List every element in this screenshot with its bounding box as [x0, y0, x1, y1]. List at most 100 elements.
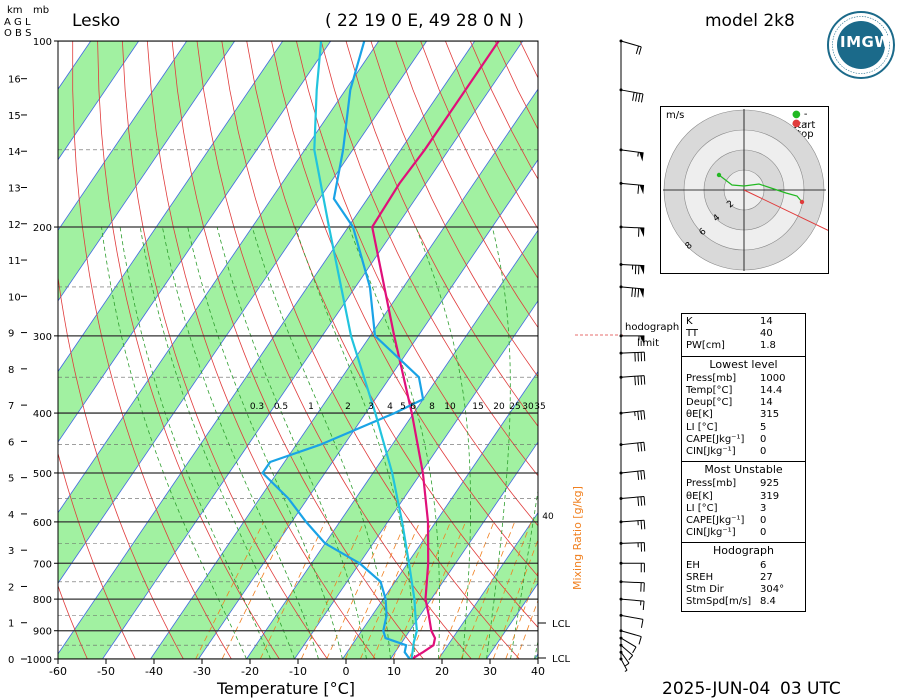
dewpoint-profile — [261, 41, 425, 659]
km-tick-label: 15 — [8, 111, 21, 122]
wind-barb — [620, 542, 646, 552]
general-value: 14 — [760, 316, 773, 327]
hodo-label: EH — [686, 559, 700, 571]
lowest-row: LI [°C] 5 — [686, 422, 801, 434]
hodo-value: 6 — [760, 559, 767, 571]
isotherm — [390, 441, 538, 659]
pressure-tick-label: 800 — [33, 595, 52, 606]
general-label: K — [686, 316, 693, 327]
km-tick-label: 5 — [8, 474, 14, 485]
mixing-ratio-tick-label: 30 — [522, 402, 534, 412]
km-tick-label: 11 — [8, 256, 21, 267]
km-tick-label: 8 — [8, 365, 14, 376]
mixing-ratio-line — [259, 521, 326, 659]
pressure-tick-label: 1000 — [27, 655, 52, 666]
unstable-value: 925 — [760, 478, 780, 490]
mixing-ratio-tick-label: 2 — [345, 402, 351, 412]
mixing-ratio-tick-label: 5 — [400, 402, 406, 412]
isotherm — [58, 41, 428, 584]
wind-barb — [620, 470, 646, 481]
general-value: 1.8 — [760, 340, 776, 352]
pressure-tick-label: 500 — [33, 469, 52, 480]
hodo-value: 27 — [760, 571, 773, 583]
temperature-profile — [371, 41, 500, 659]
isotherm-band — [58, 41, 523, 659]
km-tick-label: 12 — [8, 220, 21, 231]
mixing-ratio-line — [478, 521, 532, 659]
pressure-tick-label: 900 — [33, 627, 52, 638]
indices-lowest-level: Lowest level Press[mb] 1000 Temp[°C] 14.4 De… — [682, 357, 805, 463]
km-tick-label: 0 — [8, 655, 14, 666]
pressure-tick-label: 600 — [33, 518, 52, 529]
mixing-ratio-tick-label: 35 — [534, 402, 545, 412]
mb-label: mb — [33, 5, 50, 16]
station-coords: ( 22 19 0 E, 49 28 0 N ) — [325, 11, 524, 31]
isotherm — [58, 41, 284, 373]
mixing-ratio-line — [492, 538, 538, 659]
unstable-value: 0 — [760, 515, 767, 527]
mixing-ratio-line — [438, 521, 495, 659]
hodograph-limit-label-1: hodograph — [625, 322, 680, 333]
mixing-ratio-line — [195, 521, 265, 659]
lowest-label: θE[K] — [686, 409, 713, 421]
mixing-ratio-line — [345, 521, 407, 659]
mixing-ratio-axis-label: Mixing Ratio [g/kg] — [571, 486, 584, 590]
lowest-value: 0 — [760, 446, 767, 458]
general-label: PW[cm] — [686, 340, 725, 352]
sounding-date: 2025-JUN-04 — [662, 679, 771, 699]
parcel-profile — [313, 41, 419, 659]
mixing-ratio-line — [408, 521, 466, 659]
wind-barb — [620, 581, 645, 592]
moist-adiabat — [187, 226, 343, 659]
x-tick-label: 20 — [435, 665, 449, 678]
x-tick-label: -20 — [241, 665, 259, 678]
unstable-label: CAPE[Jkg⁻¹] — [686, 515, 745, 527]
lowest-value: 5 — [760, 421, 767, 433]
unstable-row: θE[K] 319 — [686, 491, 801, 503]
isotherm — [198, 159, 538, 659]
x-tick-label: 10 — [387, 665, 401, 678]
hodo-label: StmSpd[m/s] — [686, 596, 752, 608]
km-tick-label: 9 — [8, 329, 14, 340]
moist-adiabat — [294, 226, 415, 659]
wind-barb — [620, 149, 644, 162]
unstable-row: Press[mb] 925 — [686, 478, 801, 490]
km-tick-label: 6 — [8, 437, 14, 448]
lowest-level-title: Lowest level — [709, 357, 778, 371]
hodo-value: 8.4 — [760, 596, 776, 608]
unstable-label: θE[K] — [686, 490, 713, 502]
x-tick-label: 0 — [343, 665, 350, 678]
moist-adiabat — [559, 227, 661, 659]
hodograph-ring-label: 4 — [712, 213, 723, 225]
mixing-ratio-line — [300, 521, 365, 659]
km-tick-label: 2 — [8, 582, 14, 593]
isotherm — [102, 41, 524, 659]
km-label: km — [7, 5, 23, 16]
unstable-label: CIN[Jkg⁻¹] — [686, 527, 736, 539]
unstable-value: 3 — [760, 502, 767, 514]
moist-adiabat — [415, 226, 471, 659]
wind-barb — [620, 40, 642, 55]
moist-adiabat — [510, 487, 538, 659]
lcl-label: LCL — [552, 654, 571, 665]
wind-barb — [620, 637, 637, 654]
km-tick-label: 10 — [8, 292, 21, 303]
wind-barb — [621, 562, 645, 573]
mixing-ratio-line — [359, 521, 421, 659]
unstable-value: 0 — [760, 527, 767, 539]
x-axis-label: Temperature [°C] — [216, 679, 355, 698]
plot-area — [58, 41, 661, 659]
lowest-label: CIN[Jkg⁻¹] — [686, 446, 736, 458]
mixing-ratio-tick-label: 10 — [444, 402, 456, 412]
hodo-row: EH 6 — [686, 560, 801, 572]
unstable-value: 319 — [760, 490, 780, 502]
imgw-logo: IMGW — [826, 10, 896, 80]
wind-barb — [620, 89, 644, 103]
km-tick-label: 14 — [8, 147, 21, 158]
km-tick-label: 16 — [8, 75, 21, 86]
agl-label: A G L — [4, 17, 31, 28]
lowest-label: Deup[°C] — [686, 397, 733, 409]
mixing-ratio-line — [326, 521, 389, 659]
